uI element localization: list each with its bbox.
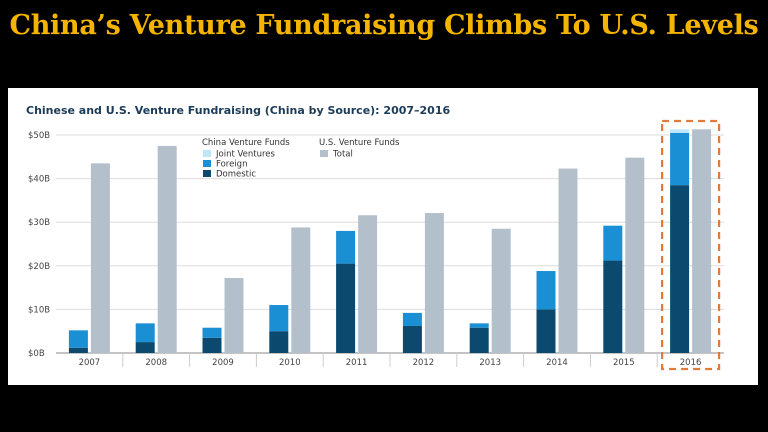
bar-china-domestic bbox=[603, 260, 623, 353]
bar-china-joint-ventures bbox=[670, 129, 690, 133]
bar-us-total bbox=[424, 213, 444, 353]
bar-china-foreign bbox=[269, 305, 289, 332]
bar-us-total bbox=[558, 168, 578, 353]
bar-china-foreign bbox=[536, 271, 556, 310]
legend-label-domestic: Domestic bbox=[216, 170, 256, 180]
y-tick-label: $20B bbox=[28, 262, 50, 272]
y-tick-label: $50B bbox=[28, 131, 50, 141]
bar-china-foreign bbox=[469, 323, 489, 328]
legend-swatch-us-total bbox=[320, 150, 328, 157]
bar-china-domestic bbox=[68, 347, 88, 353]
y-tick-label: $40B bbox=[28, 175, 50, 185]
bar-china-foreign bbox=[202, 327, 222, 338]
x-tick-label: 2008 bbox=[145, 358, 167, 368]
x-tick-label: 2011 bbox=[346, 358, 368, 368]
x-tick-label: 2013 bbox=[479, 358, 501, 368]
x-axis-ticks: 2007 2008 2009 2010 2011 2012 2013 2014 2015 2016 bbox=[79, 353, 702, 368]
legend: China Venture Funds U.S. Venture Funds J… bbox=[202, 138, 400, 180]
bar-us-total bbox=[291, 227, 311, 353]
slide-title: China’s Venture Fundraising Climbs To U.… bbox=[9, 10, 759, 41]
bar-us-total bbox=[157, 145, 177, 353]
x-tick-label: 2007 bbox=[79, 358, 101, 368]
bar-china-domestic bbox=[269, 331, 289, 353]
x-tick-label: 2014 bbox=[546, 358, 568, 368]
x-tick-label: 2010 bbox=[279, 358, 301, 368]
gridlines bbox=[56, 134, 724, 354]
bar-china-domestic bbox=[670, 185, 690, 353]
legend-swatch-domestic bbox=[203, 170, 211, 177]
bar-us-total bbox=[491, 228, 511, 353]
bar-us-total bbox=[224, 278, 244, 353]
bars bbox=[68, 129, 712, 353]
y-tick-label: $30B bbox=[28, 218, 50, 228]
y-tick-label: $0B bbox=[28, 349, 45, 359]
bar-china-foreign bbox=[670, 132, 690, 186]
legend-label-us-total: Total bbox=[332, 150, 353, 160]
legend-us-heading: U.S. Venture Funds bbox=[319, 138, 400, 148]
bar-china-domestic bbox=[469, 327, 489, 353]
x-tick-label: 2016 bbox=[680, 358, 702, 368]
bar-china-foreign bbox=[336, 230, 356, 264]
bar-china-foreign bbox=[135, 323, 155, 343]
x-tick-label: 2015 bbox=[613, 358, 635, 368]
highlight-box bbox=[660, 119, 721, 371]
y-tick-label: $10B bbox=[28, 305, 50, 315]
bar-china-foreign bbox=[68, 330, 88, 348]
venture-fundraising-chart: Chinese and U.S. Venture Fundraising (Ch… bbox=[26, 104, 724, 371]
highlight-2016 bbox=[660, 119, 721, 371]
legend-label-joint-ventures: Joint Ventures bbox=[215, 150, 276, 160]
x-tick-label: 2009 bbox=[212, 358, 234, 368]
bar-china-foreign bbox=[603, 225, 623, 261]
bar-china-domestic bbox=[135, 342, 155, 353]
bar-china-foreign bbox=[402, 312, 422, 326]
legend-label-foreign: Foreign bbox=[216, 160, 247, 170]
legend-swatch-joint-ventures bbox=[203, 150, 211, 157]
chart-title: Chinese and U.S. Venture Fundraising (Ch… bbox=[26, 104, 450, 117]
bar-us-total bbox=[358, 215, 378, 353]
bar-china-domestic bbox=[336, 263, 356, 353]
bar-us-total bbox=[625, 157, 645, 353]
bar-us-total bbox=[90, 163, 110, 353]
y-axis-ticks: $0B $10B $20B $30B $40B $50B bbox=[28, 131, 50, 359]
legend-china-heading: China Venture Funds bbox=[202, 138, 290, 148]
legend-swatch-foreign bbox=[203, 160, 211, 167]
bar-china-domestic bbox=[536, 309, 556, 353]
x-tick-label: 2012 bbox=[413, 358, 435, 368]
chart-panel: Chinese and U.S. Venture Fundraising (Ch… bbox=[8, 88, 758, 385]
bar-china-domestic bbox=[402, 325, 422, 353]
bar-china-domestic bbox=[202, 337, 222, 353]
bar-us-total bbox=[692, 129, 712, 353]
